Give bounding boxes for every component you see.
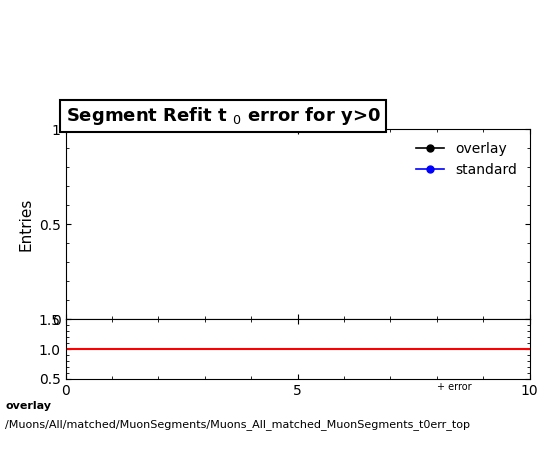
Text: overlay: overlay <box>5 401 51 411</box>
Text: + error: + error <box>437 383 471 392</box>
Text: /Muons/All/matched/MuonSegments/Muons_All_matched_MuonSegments_t0err_top: /Muons/All/matched/MuonSegments/Muons_Al… <box>5 419 471 430</box>
Text: Segment Refit t $_{0}$ error for y>0: Segment Refit t $_{0}$ error for y>0 <box>66 105 380 127</box>
Y-axis label: Entries: Entries <box>18 198 33 251</box>
Legend: overlay, standard: overlay, standard <box>411 136 523 182</box>
